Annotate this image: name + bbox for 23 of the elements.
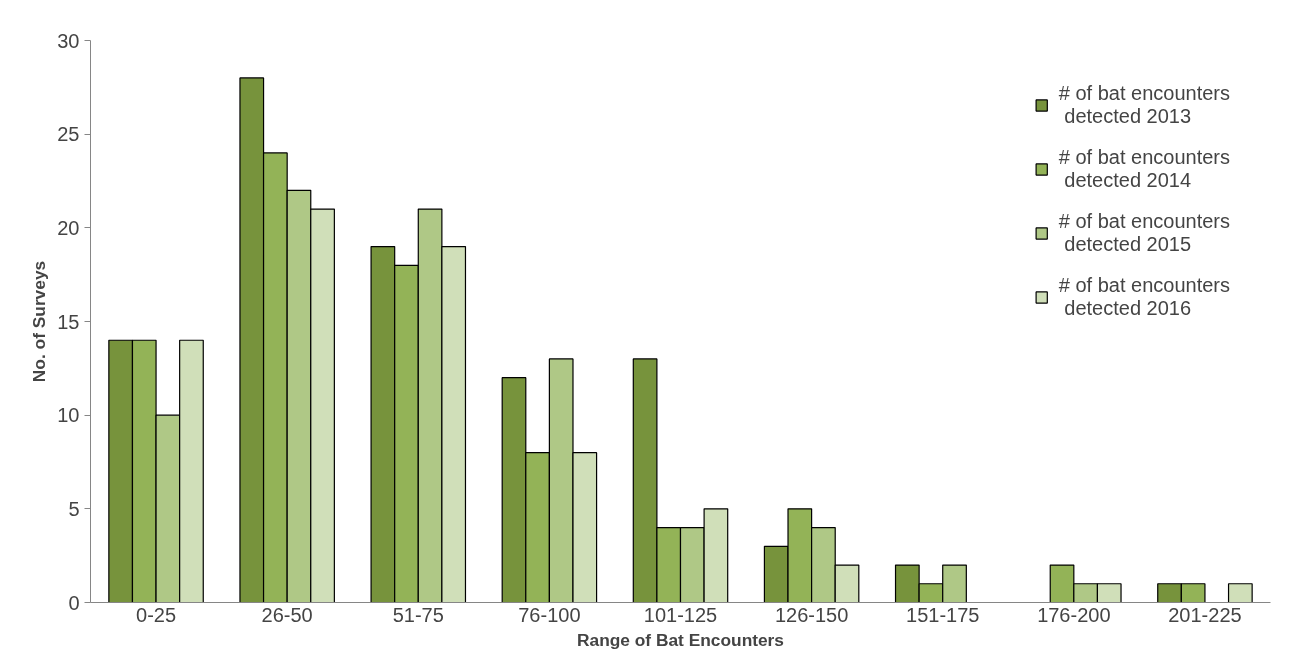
legend-label: # of bat encounters detected 2016 xyxy=(1057,273,1230,321)
legend-label: # of bat encounters detected 2013 xyxy=(1057,81,1230,129)
x-tick-label: 101-125 xyxy=(643,603,718,626)
y-tick-label: 15 xyxy=(57,310,80,333)
x-tick-label: 0-25 xyxy=(136,603,177,626)
x-axis-title: Range of Bat Encounters xyxy=(577,629,784,650)
y-tick-label: 10 xyxy=(57,404,80,427)
y-tick-label: 20 xyxy=(57,216,80,239)
y-tick-label: 0 xyxy=(68,591,80,614)
y-axis-title: No. of Surveys xyxy=(29,260,50,383)
x-tick-label: 176-200 xyxy=(1037,603,1111,626)
y-tick-label: 30 xyxy=(57,29,80,52)
y-tick-label: 5 xyxy=(68,497,80,520)
x-tick-label: 201-225 xyxy=(1168,603,1242,626)
legend-label: # of bat encounters detected 2015 xyxy=(1057,209,1230,257)
y-tick-label: 25 xyxy=(57,123,80,146)
x-tick-label: 26-50 xyxy=(261,603,313,626)
x-tick-label: 151-175 xyxy=(906,603,980,626)
legend-label: # of bat encounters detected 2014 xyxy=(1057,145,1230,193)
x-tick-label: 126-150 xyxy=(774,603,849,626)
bar xyxy=(1227,583,1253,603)
x-tick-label: 76-100 xyxy=(518,603,581,626)
x-tick-label: 51-75 xyxy=(392,603,444,626)
